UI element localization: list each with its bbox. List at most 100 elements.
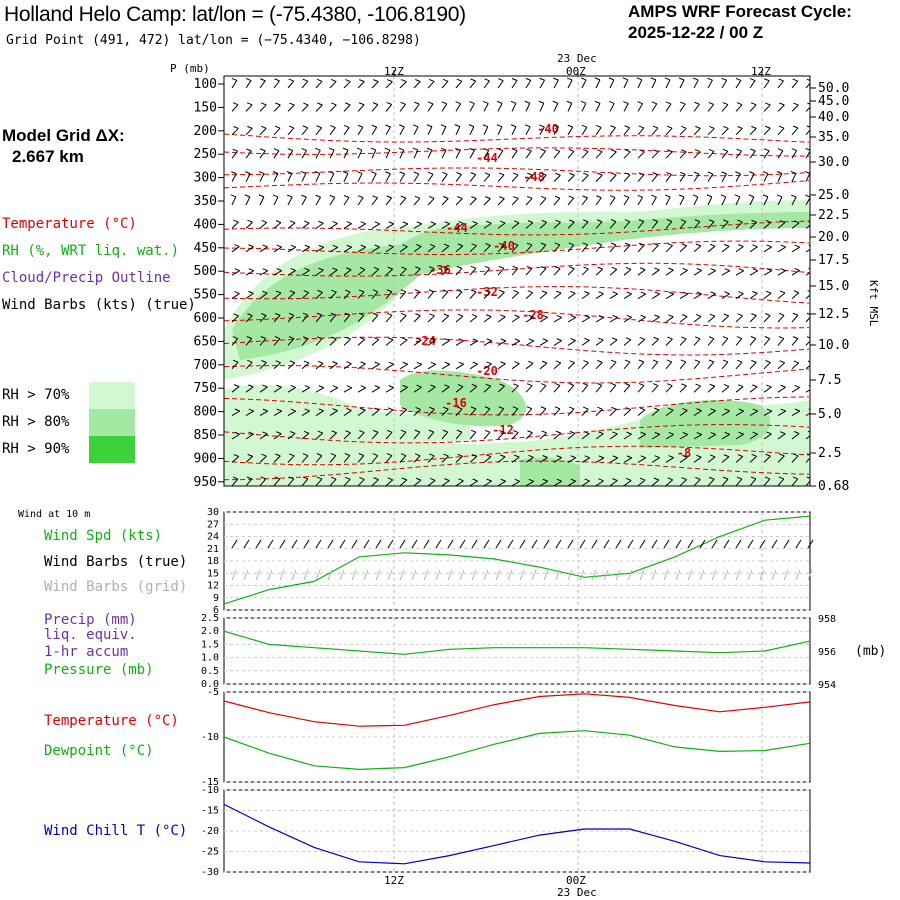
barb-shaft (791, 196, 797, 206)
barb-feather (791, 148, 797, 152)
upper-wind-barb (763, 313, 771, 323)
sfc-wind-barb-true (759, 539, 766, 549)
barb-shaft (301, 292, 310, 299)
upper-wind-barb (637, 477, 646, 486)
barb-feather (330, 453, 337, 457)
barb-feather (500, 220, 506, 224)
barb-shaft (553, 79, 559, 89)
barb-feather (428, 266, 435, 270)
barb-shaft (749, 455, 757, 463)
upper-wind-barb (497, 383, 505, 393)
barb-feather (723, 125, 729, 129)
upper-wind-barb (427, 101, 434, 112)
barb-feather (724, 291, 730, 295)
barb-shaft (259, 338, 267, 346)
barb-feather (653, 242, 659, 246)
barb-feather (540, 406, 547, 410)
barb-feather (288, 312, 295, 316)
pressure-tick-label: 150 (194, 100, 217, 115)
upper-wind-barb (357, 289, 365, 299)
upper-wind-barb (511, 148, 518, 159)
barb-feather (609, 100, 615, 104)
barb-shaft (427, 339, 436, 346)
barb-shaft (623, 79, 629, 89)
wind-panel-tick-label: 15 (207, 568, 219, 579)
sfc-wind-barb-grid (447, 569, 453, 581)
upper-wind-barb (441, 78, 449, 89)
barb-feather (428, 289, 434, 293)
barb-shaft (777, 196, 783, 206)
barb-shaft (469, 363, 478, 370)
upper-wind-barb (399, 266, 407, 276)
barb-shaft (245, 270, 255, 276)
height-tick-label: 35.0 (818, 130, 849, 145)
barb-shaft (273, 410, 283, 417)
barb-shaft (581, 197, 588, 206)
barb-shaft (469, 245, 477, 253)
barb-feather (792, 78, 798, 82)
upper-wind-barb (553, 124, 559, 136)
barb-feather (416, 384, 422, 388)
barb-feather (626, 314, 632, 318)
upper-wind-barb (286, 194, 293, 206)
pressure-tick-label: 400 (194, 217, 217, 232)
upper-wind-barb (609, 195, 616, 206)
upper-wind-barb (637, 455, 646, 463)
upper-wind-barb (413, 313, 421, 323)
barb-feather (777, 148, 784, 152)
barb-feather (707, 171, 713, 175)
upper-wind-barb (413, 171, 420, 182)
barb-shaft (805, 480, 810, 486)
barb-shaft (623, 339, 632, 346)
upper-wind-barb (525, 478, 535, 486)
upper-wind-barb (427, 171, 434, 182)
upper-wind-barb (357, 453, 365, 463)
upper-wind-barb (539, 314, 548, 323)
legend-pressure: Pressure (mb) (44, 662, 154, 678)
barb-feather (275, 220, 282, 224)
sfc-wind-barb-true (411, 539, 418, 549)
sfc-wind-barb-grid (603, 569, 609, 581)
barb-shaft (595, 244, 603, 253)
barb-feather (553, 77, 559, 81)
barb-feather (596, 124, 602, 128)
upper-wind-barb (721, 268, 731, 276)
upper-wind-barb (539, 124, 545, 136)
barb-feather (429, 453, 435, 457)
barb-shaft (763, 150, 770, 159)
upper-wind-barb (496, 100, 503, 112)
barb-shaft (595, 221, 603, 229)
barb-feather (415, 313, 421, 317)
upper-wind-barb (623, 194, 630, 206)
upper-wind-barb (805, 430, 810, 440)
barb-shaft (791, 246, 800, 253)
barb-feather (510, 124, 517, 128)
barb-feather (525, 77, 531, 81)
barb-feather (317, 289, 323, 293)
upper-wind-barb (343, 79, 351, 89)
upper-wind-barb (679, 219, 687, 229)
barb-shaft (371, 339, 380, 346)
barb-shaft (651, 316, 660, 323)
barb-shaft (287, 386, 296, 393)
barb-feather (540, 242, 547, 246)
barb-shaft (735, 338, 743, 346)
barb-feather (526, 383, 533, 387)
sfc-wind-barb-true (543, 539, 550, 549)
barb-shaft (735, 410, 744, 417)
rh-legend-90: RH > 90% (2, 441, 70, 457)
upper-wind-barb (721, 219, 729, 229)
upper-wind-barb (721, 171, 728, 182)
barb-shaft (427, 268, 435, 276)
barb-feather (457, 196, 463, 200)
barb-feather (444, 221, 450, 225)
barb-shaft (427, 81, 435, 89)
barb-feather (528, 478, 534, 482)
barb-shaft (665, 479, 674, 486)
barb-shaft (749, 386, 758, 393)
upper-wind-barb (497, 406, 505, 416)
barb-feather (345, 79, 351, 83)
barb-feather (582, 242, 588, 246)
barb-feather (692, 194, 699, 198)
upper-wind-barb (427, 453, 435, 463)
